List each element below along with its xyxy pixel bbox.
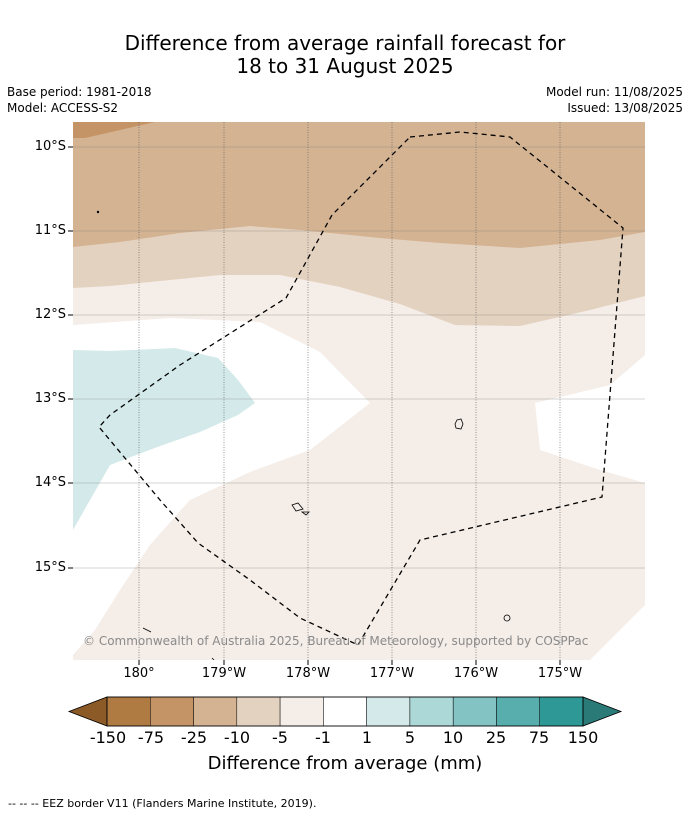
colorbar bbox=[67, 696, 623, 727]
colorbar-label: 75 bbox=[528, 728, 550, 747]
island-south bbox=[291, 502, 304, 512]
copyright-text: © Commonwealth of Australia 2025, Bureau… bbox=[83, 634, 588, 648]
colorbar-label: -5 bbox=[272, 728, 288, 747]
colorbar-swatch bbox=[193, 696, 238, 727]
contour-neutral-southeast bbox=[590, 605, 645, 660]
base-period: Base period: 1981-2018 bbox=[7, 85, 152, 99]
colorbar-label: -75 bbox=[137, 728, 165, 747]
colorbar-frame bbox=[106, 696, 584, 727]
lon-label-178w: 178°W bbox=[285, 666, 331, 681]
colorbar-swatch bbox=[323, 696, 367, 727]
contour-neutral-east bbox=[535, 355, 645, 483]
colorbar-swatch bbox=[236, 696, 281, 727]
island-south-small bbox=[300, 511, 310, 516]
island-southeast bbox=[503, 614, 511, 622]
lat-label-13s: 13°S bbox=[34, 391, 66, 406]
lon-label-179w: 179°W bbox=[201, 666, 247, 681]
latitude-gridlines bbox=[73, 146, 645, 569]
eez-footer-note: -- -- -- EEZ border V11 (Flanders Marine… bbox=[8, 797, 317, 810]
colorbar-label: 25 bbox=[485, 728, 507, 747]
colorbar-extend-high bbox=[582, 696, 623, 727]
colorbar-title: Difference from average (mm) bbox=[207, 753, 483, 774]
colorbar-swatch bbox=[366, 696, 411, 727]
lat-label-12s: 12°S bbox=[34, 307, 66, 322]
rainfall-map: © Commonwealth of Australia 2025, Bureau… bbox=[68, 122, 645, 665]
contour-minus25 bbox=[73, 122, 645, 248]
lat-label-15s: 15°S bbox=[34, 560, 66, 575]
map-contours: © Commonwealth of Australia 2025, Bureau… bbox=[73, 122, 645, 660]
island-bottom bbox=[211, 657, 215, 660]
colorbar-label: -1 bbox=[315, 728, 331, 747]
colorbar-extend-low bbox=[67, 696, 108, 727]
contour-minus75 bbox=[73, 122, 155, 138]
axis-ticks bbox=[68, 146, 561, 665]
colorbar-label: 150 bbox=[567, 728, 599, 747]
lon-label-180: 180° bbox=[123, 666, 155, 681]
lat-label-14s: 14°S bbox=[34, 475, 66, 490]
colorbar-label: -10 bbox=[223, 728, 251, 747]
island-northwest bbox=[96, 210, 100, 214]
island-east bbox=[454, 418, 464, 430]
lat-label-11s: 11°S bbox=[34, 223, 66, 238]
longitude-gridlines bbox=[138, 122, 561, 660]
model-name: Model: ACCESS-S2 bbox=[7, 101, 119, 115]
lat-label-10s: 10°S bbox=[34, 139, 66, 154]
contour-wet-west bbox=[73, 348, 255, 530]
lon-label-175w: 175°W bbox=[537, 666, 583, 681]
island-southwest bbox=[142, 627, 152, 633]
islands bbox=[96, 210, 511, 660]
lon-label-177w: 177°W bbox=[369, 666, 415, 681]
colorbar-label: -25 bbox=[180, 728, 208, 747]
colorbar-label: -150 bbox=[89, 728, 127, 747]
model-run: Model run: 11/08/2025 bbox=[545, 85, 683, 99]
colorbar-label: 1 bbox=[361, 728, 373, 747]
lon-label-176w: 176°W bbox=[453, 666, 499, 681]
colorbar-swatch bbox=[496, 696, 540, 727]
colorbar-swatch bbox=[452, 696, 497, 727]
title-line-1: Difference from average rainfall forecas… bbox=[124, 31, 566, 55]
colorbar-label: 5 bbox=[404, 728, 416, 747]
colorbar-swatches bbox=[67, 696, 623, 727]
issued-date: Issued: 13/08/2025 bbox=[567, 101, 683, 115]
colorbar-swatch bbox=[150, 696, 194, 727]
colorbar-swatch bbox=[409, 696, 454, 727]
colorbar-swatch bbox=[539, 696, 584, 727]
title-line-2: 18 to 31 August 2025 bbox=[236, 54, 454, 78]
colorbar-swatch bbox=[106, 696, 151, 727]
colorbar-swatch bbox=[279, 696, 324, 727]
colorbar-label: 10 bbox=[442, 728, 464, 747]
